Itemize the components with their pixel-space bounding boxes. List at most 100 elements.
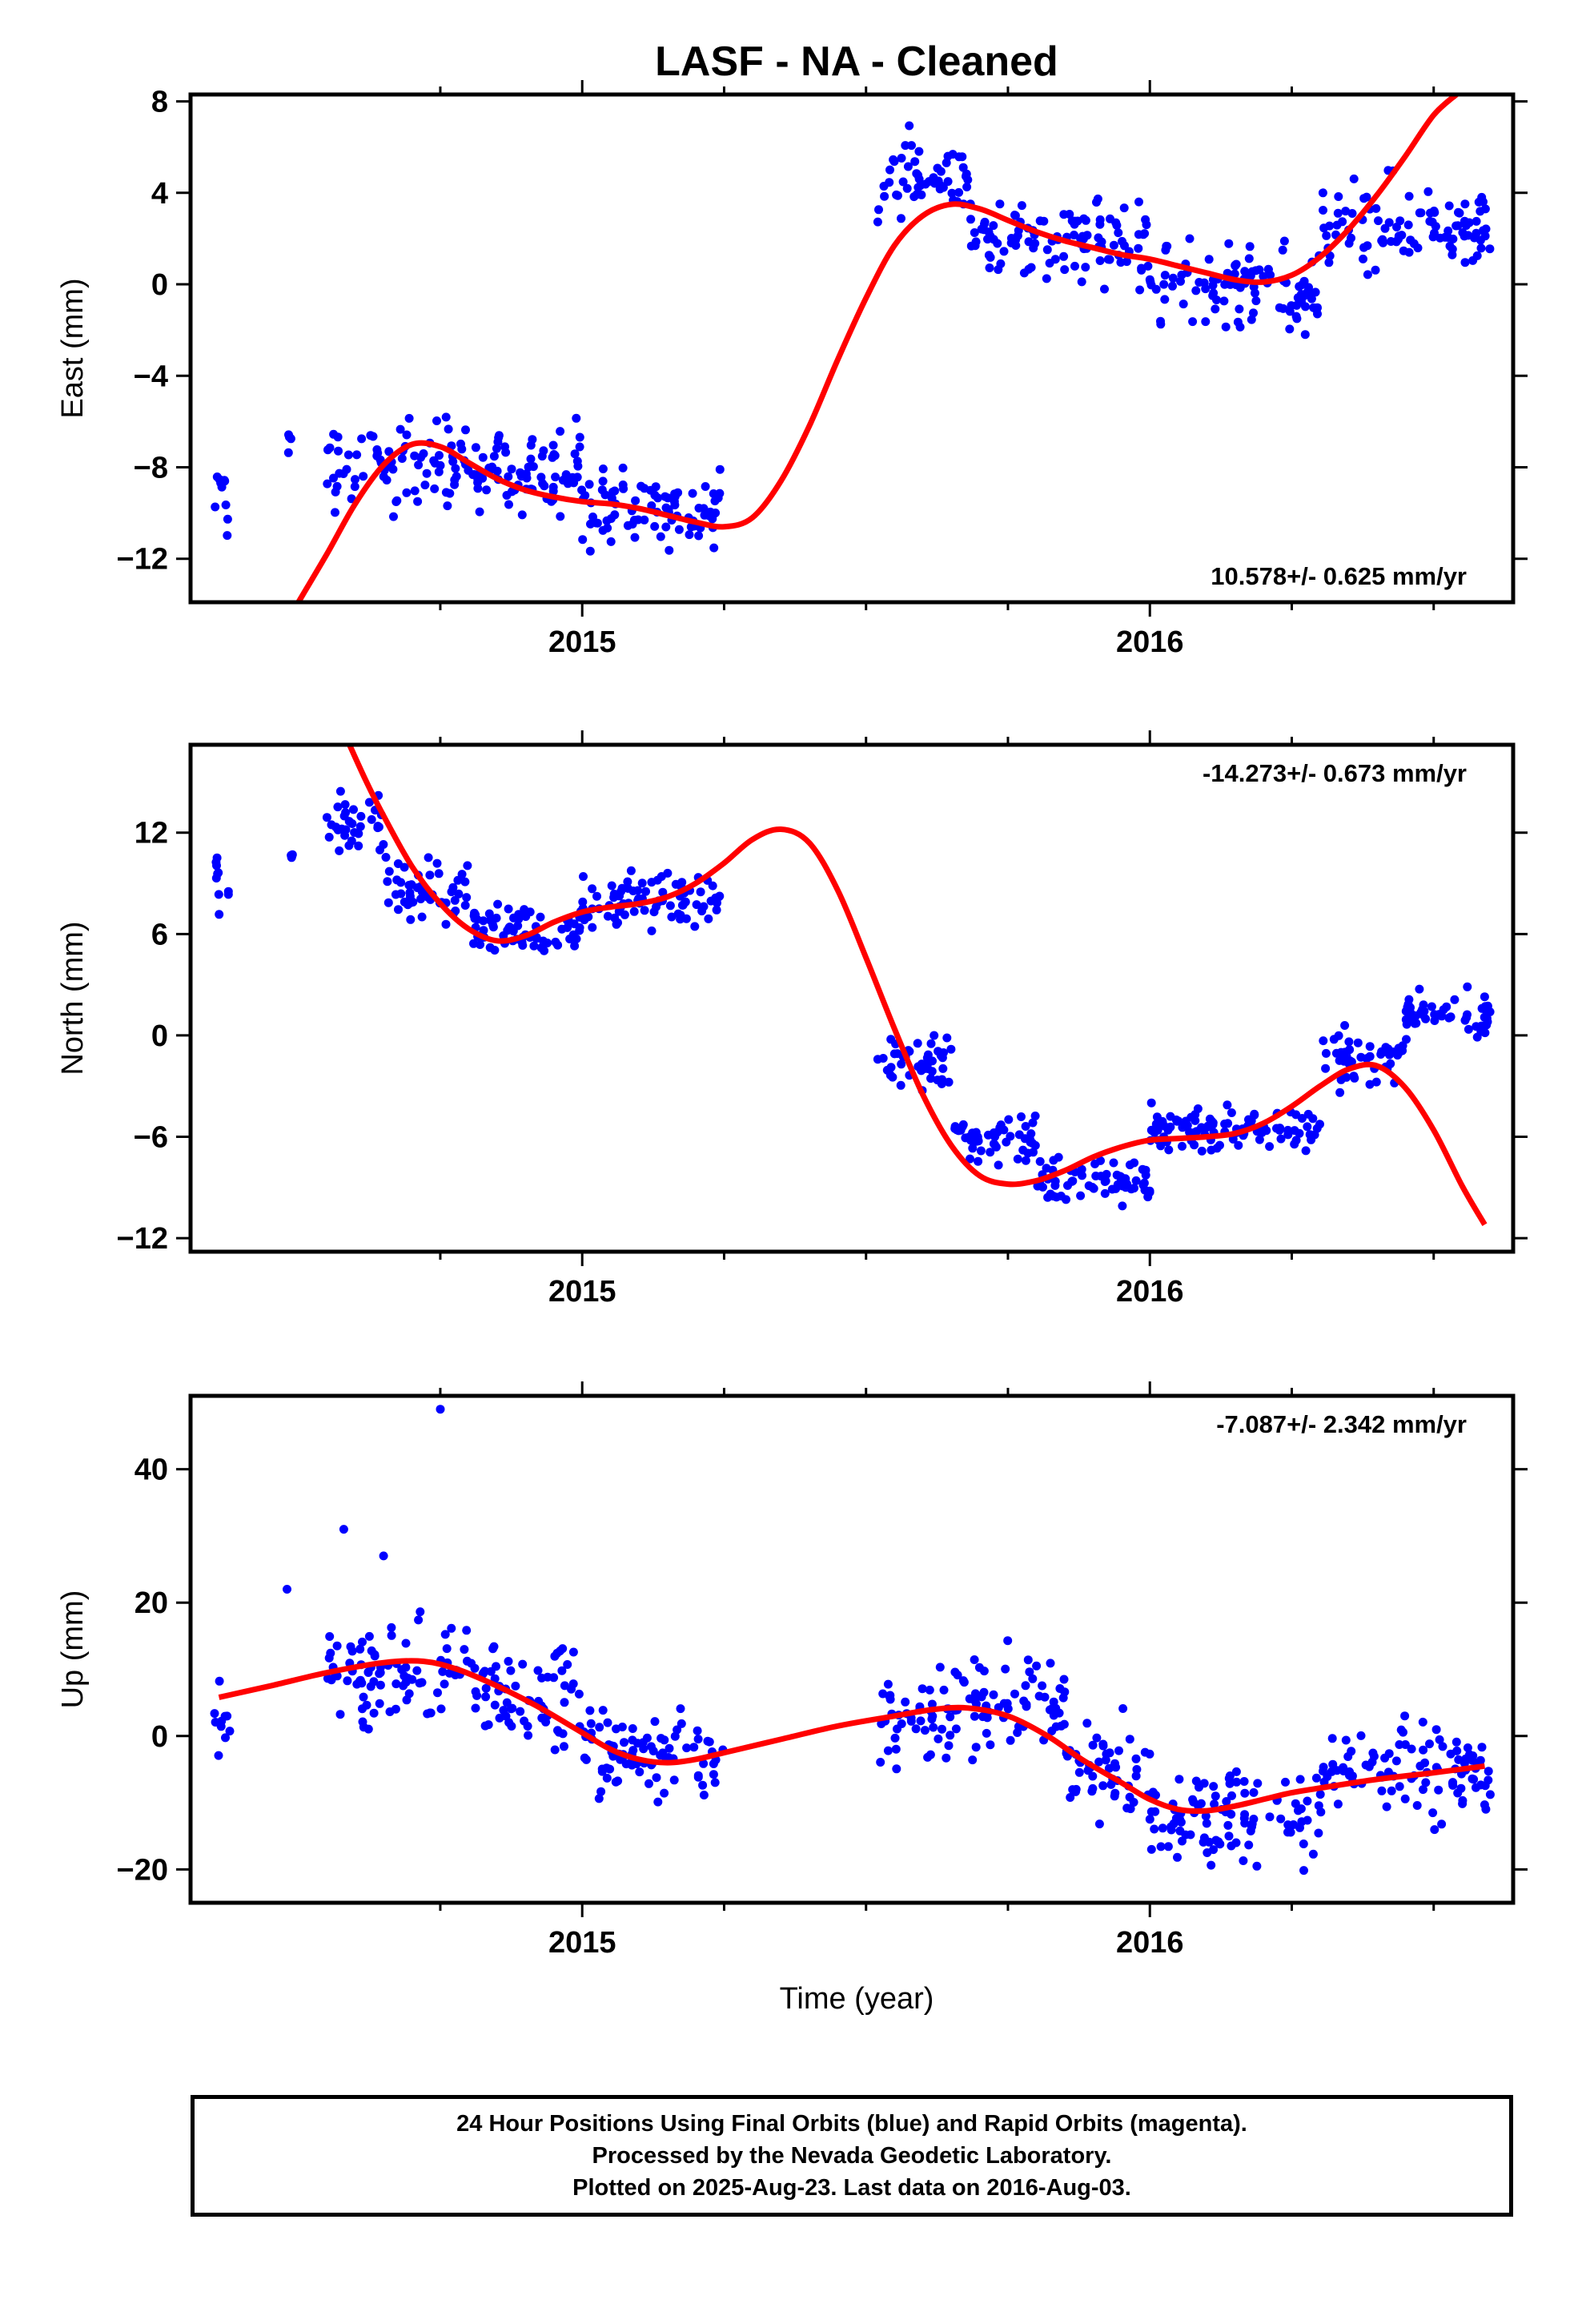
data-point	[1114, 228, 1123, 238]
data-point	[628, 1724, 637, 1733]
data-point	[508, 927, 518, 936]
data-point	[1160, 295, 1170, 304]
data-point	[1021, 1122, 1030, 1131]
data-point	[1134, 243, 1143, 253]
rate-label-up: -7.087+/- 2.342 mm/yr	[1216, 1410, 1467, 1438]
data-point	[414, 1615, 424, 1625]
data-point	[283, 448, 293, 457]
data-point	[410, 486, 420, 496]
x-axis-label: Time (year)	[780, 1982, 934, 2016]
data-point	[214, 890, 223, 899]
data-point	[1171, 1814, 1181, 1823]
y-tick-label: 12	[135, 817, 168, 850]
data-point	[560, 1681, 569, 1691]
data-point	[1227, 1791, 1236, 1800]
data-point	[329, 429, 339, 439]
data-point	[1446, 1749, 1456, 1759]
data-point	[524, 1731, 533, 1740]
data-point	[357, 434, 367, 444]
data-point	[699, 1791, 709, 1799]
data-point	[346, 1642, 355, 1651]
data-point	[475, 507, 484, 517]
data-point	[1465, 1750, 1474, 1759]
data-point	[874, 205, 883, 215]
data-point	[1279, 236, 1289, 246]
data-point	[661, 522, 671, 532]
data-point	[1383, 1767, 1393, 1777]
data-point	[966, 1154, 974, 1164]
data-point	[653, 1797, 663, 1807]
data-point	[1212, 296, 1221, 304]
data-point	[460, 877, 470, 887]
data-point	[556, 427, 565, 436]
data-point	[1199, 1837, 1208, 1847]
data-point	[521, 912, 531, 921]
data-point	[1158, 1116, 1167, 1126]
data-point	[1448, 234, 1458, 243]
data-point	[1197, 1146, 1207, 1156]
data-point	[543, 939, 552, 947]
data-point	[1484, 1767, 1493, 1776]
data-point	[1003, 1704, 1013, 1714]
data-point	[1307, 294, 1316, 304]
data-point	[287, 851, 297, 861]
data-point	[616, 1755, 625, 1764]
data-point	[999, 247, 1009, 256]
data-point	[1301, 302, 1310, 312]
y-tick-label: −20	[117, 1853, 168, 1887]
data-point	[344, 841, 354, 850]
data-point	[670, 492, 680, 501]
data-point	[669, 1775, 679, 1785]
data-point	[905, 121, 914, 131]
data-point	[598, 464, 608, 473]
data-point	[402, 430, 412, 440]
data-point	[1395, 216, 1405, 226]
data-point	[1093, 194, 1102, 203]
data-point	[340, 830, 350, 840]
data-point	[557, 1666, 567, 1675]
data-point	[556, 512, 565, 521]
data-point	[1049, 1156, 1058, 1165]
data-point	[1101, 1176, 1110, 1186]
data-point	[1316, 1807, 1326, 1817]
data-point	[504, 472, 513, 481]
data-point	[504, 500, 513, 509]
data-point	[1046, 1659, 1055, 1668]
y-tick-label: 8	[151, 86, 168, 119]
data-point	[462, 1626, 472, 1635]
data-point	[1365, 1051, 1375, 1061]
data-point	[374, 822, 383, 832]
data-point	[1472, 251, 1482, 260]
data-point	[341, 808, 351, 818]
data-point	[1454, 1755, 1464, 1764]
data-point	[415, 1679, 424, 1688]
data-point	[1148, 1787, 1158, 1797]
data-point	[406, 915, 416, 924]
data-point	[1312, 1124, 1322, 1133]
data-point	[471, 443, 480, 452]
panel-frame	[188, 742, 1516, 1254]
data-point	[1164, 1145, 1174, 1155]
panel-frame	[188, 92, 1516, 605]
data-point	[369, 1677, 379, 1687]
data-point	[989, 221, 998, 231]
data-point	[715, 464, 725, 474]
data-point	[1211, 1835, 1221, 1845]
data-point	[479, 916, 488, 926]
data-point	[451, 464, 460, 473]
data-point	[1168, 273, 1178, 283]
data-point	[1391, 1756, 1401, 1766]
data-point	[685, 530, 694, 540]
data-point	[432, 416, 441, 425]
data-point	[996, 259, 1006, 268]
data-point	[1249, 308, 1258, 318]
data-point	[1283, 1130, 1293, 1140]
data-point	[1419, 1745, 1428, 1755]
data-point	[1135, 285, 1145, 295]
data-point	[325, 1632, 335, 1641]
data-point	[1202, 1819, 1211, 1828]
data-point	[1406, 235, 1415, 245]
footer-caption-box: 24 Hour Positions Using Final Orbits (bl…	[191, 2095, 1513, 2217]
data-point	[901, 1697, 910, 1707]
